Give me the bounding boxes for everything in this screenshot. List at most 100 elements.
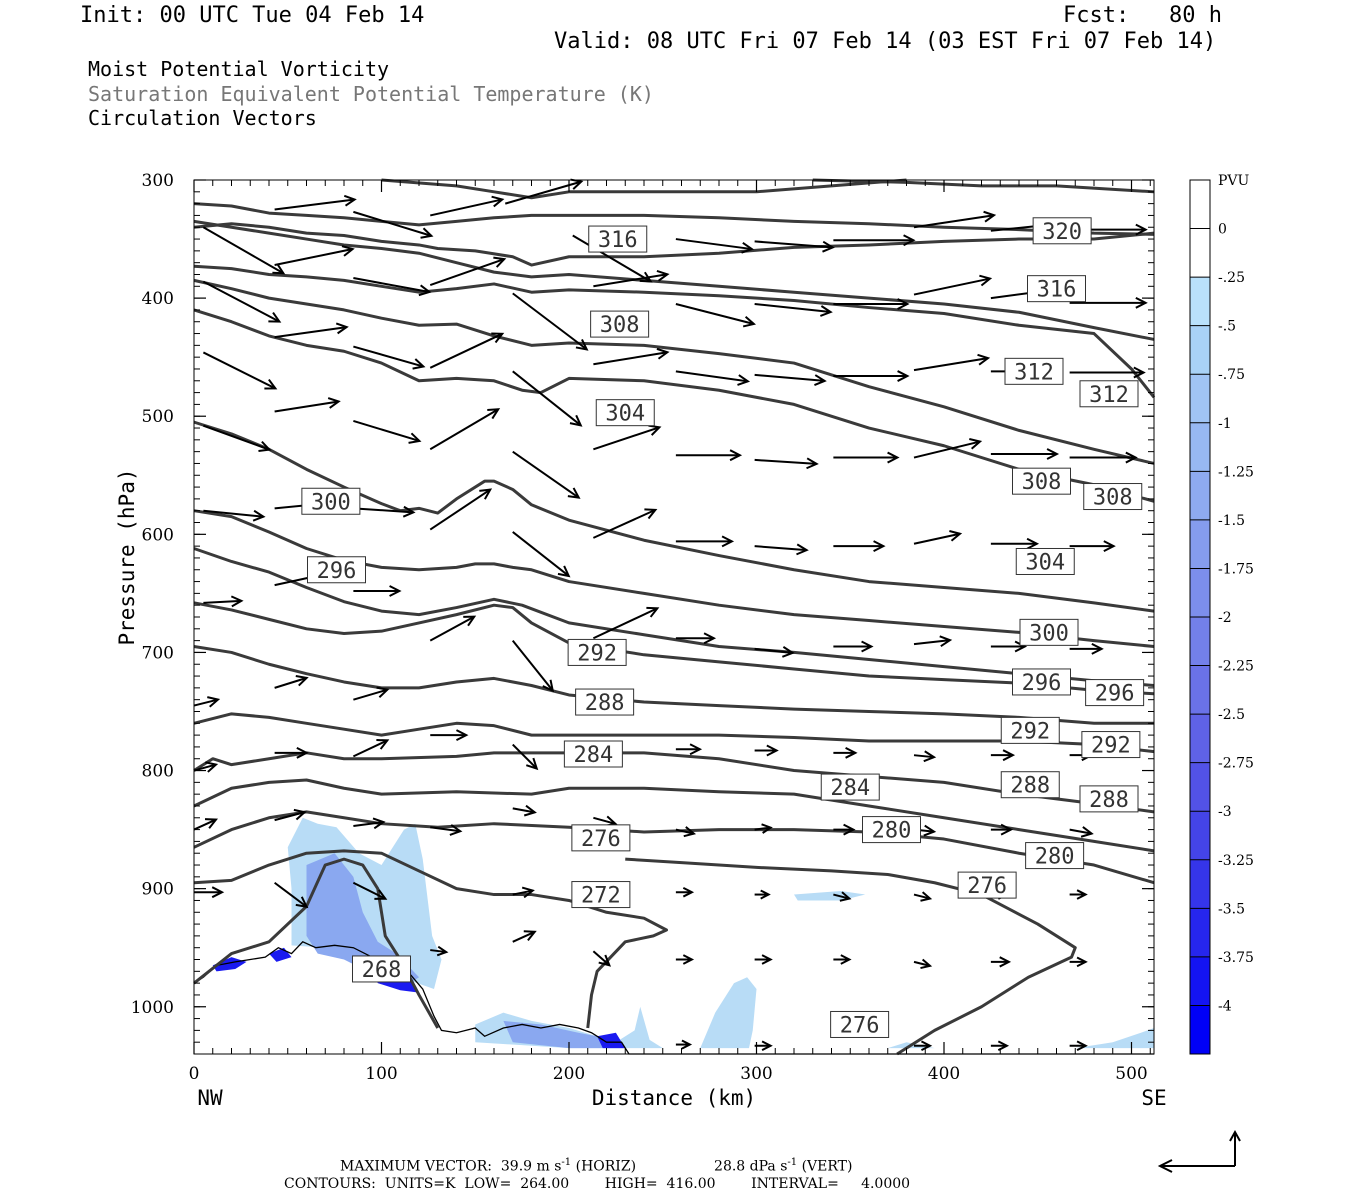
contour-label-316: 316 <box>1037 278 1077 303</box>
circulation-vector <box>203 424 272 453</box>
circulation-vector <box>833 451 900 464</box>
valid-time: Valid: 08 UTC Fri 07 Feb 14 (03 EST Fri … <box>554 29 1217 54</box>
contour-label-276: 276 <box>581 827 621 852</box>
colorbar-swatch-6 <box>1190 471 1210 521</box>
colorbar-swatch-4 <box>1190 374 1210 424</box>
circulation-vector <box>429 615 477 642</box>
circulation-vector <box>274 675 309 689</box>
circulation-vector <box>675 826 697 838</box>
circulation-vector <box>1069 956 1088 968</box>
circulation-vector <box>353 686 390 701</box>
colorbar-level: -.5 <box>1218 319 1236 335</box>
x-right-direction: SE <box>1141 1086 1166 1110</box>
contour-label-276: 276 <box>967 874 1007 899</box>
circulation-vector <box>990 537 1040 550</box>
circulation-vector <box>675 743 703 756</box>
colorbar-level: -1 <box>1218 416 1232 432</box>
max-vector-note: MAXIMUM VECTOR: 39.9 m s-1 (HORIZ) 28.8 d… <box>340 1157 852 1175</box>
colorbar-swatch-5 <box>1190 422 1210 472</box>
circulation-vector <box>429 332 505 369</box>
isentrope-316-12 <box>193 308 1155 503</box>
circulation-vector <box>754 457 819 470</box>
contour-label-box-11 <box>307 556 366 584</box>
pv-shade-dark-1 <box>269 947 292 962</box>
ref-vector-vert-head <box>1229 1129 1241 1142</box>
colorbar-swatch-2 <box>1190 277 1210 327</box>
contour-label-box-14 <box>1012 668 1071 696</box>
pv-shade-light-2 <box>700 977 757 1049</box>
circulation-vector <box>833 891 852 902</box>
contour-label-292: 292 <box>1091 734 1131 759</box>
colorbar-level: -3.25 <box>1218 853 1254 869</box>
circulation-vector <box>675 303 757 328</box>
colorbar-level: -1.5 <box>1218 513 1245 529</box>
max-vector-horiz-exp: -1 <box>561 1157 572 1168</box>
circulation-vector <box>913 750 937 763</box>
circulation-vector <box>675 886 695 898</box>
circulation-vector <box>833 823 856 836</box>
circulation-vector <box>512 531 571 578</box>
circulation-vector <box>754 240 835 253</box>
circulation-vector <box>675 238 755 254</box>
contour-label-box-7 <box>1012 467 1071 495</box>
isentrope-276-1 <box>193 849 668 1029</box>
pv-shade-light-4 <box>1075 1028 1154 1049</box>
contour-label-284: 284 <box>574 743 614 768</box>
colorbar-swatch-9 <box>1190 617 1210 667</box>
circulation-vector <box>352 881 388 900</box>
circulation-vector <box>593 424 662 451</box>
circulation-vector <box>572 234 653 283</box>
contour-label-box-10 <box>1015 547 1075 575</box>
circulation-vector <box>430 824 463 836</box>
contour-label-box-26 <box>957 871 1017 899</box>
circulation-vector <box>353 817 386 830</box>
y-axis-label: Pressure (hPa) <box>115 468 139 645</box>
circulation-vector <box>990 640 1028 653</box>
colorbar-swatch-10 <box>1190 665 1210 715</box>
circulation-vector <box>833 234 916 247</box>
contour-label-288: 288 <box>1089 788 1129 813</box>
contour-label-304: 304 <box>1025 550 1065 575</box>
circulation-vector <box>512 370 583 427</box>
isentrope-280-3 <box>193 810 1155 885</box>
contour-label-308: 308 <box>600 313 640 338</box>
circulation-vector <box>193 696 221 708</box>
isentrope-308-10 <box>193 509 1155 649</box>
pv-shade-mid-0 <box>306 853 419 990</box>
isentrope-312-11 <box>193 420 1155 613</box>
circulation-vector <box>833 298 910 310</box>
contour-label-box-1 <box>588 225 648 253</box>
circulation-vector <box>754 646 795 658</box>
contour-label-box-6 <box>595 399 655 427</box>
colorbar-swatch-3 <box>1190 325 1210 375</box>
x-tick-label: 200 <box>553 1064 585 1084</box>
contour-label-box-17 <box>1000 716 1060 744</box>
colorbar-level: -1.75 <box>1218 561 1254 577</box>
isentrope-332-16 <box>193 222 1155 267</box>
circulation-vector <box>202 280 282 323</box>
contour-label-296: 296 <box>317 559 357 584</box>
contour-label-312: 312 <box>1014 360 1054 385</box>
circulation-vector <box>512 804 537 817</box>
circulation-vector <box>274 881 309 909</box>
circulation-vector <box>430 729 469 741</box>
isentrope-300-8 <box>193 601 1155 696</box>
circulation-vector <box>274 194 357 211</box>
circulation-vector <box>1069 826 1094 838</box>
contour-label-296: 296 <box>1095 682 1135 707</box>
x-tick-label: 100 <box>365 1064 397 1084</box>
colorbar-swatch-13 <box>1190 811 1210 861</box>
circulation-vector <box>353 585 402 597</box>
circulation-vector <box>754 889 771 900</box>
pv-shade-dark-0 <box>212 957 247 972</box>
init-time: Init: 00 UTC Tue 04 Feb 14 <box>80 3 425 28</box>
circulation-vector <box>274 245 355 267</box>
max-vector-horiz-unit: (HORIZ) <box>571 1158 637 1175</box>
circulation-vector <box>194 886 225 899</box>
x-tick-label: 400 <box>928 1064 960 1084</box>
contour-label-box-21 <box>820 773 880 801</box>
contour-label-box-12 <box>1019 618 1079 646</box>
colorbar-level: -3.75 <box>1218 950 1254 966</box>
circulation-vector <box>1069 889 1088 900</box>
